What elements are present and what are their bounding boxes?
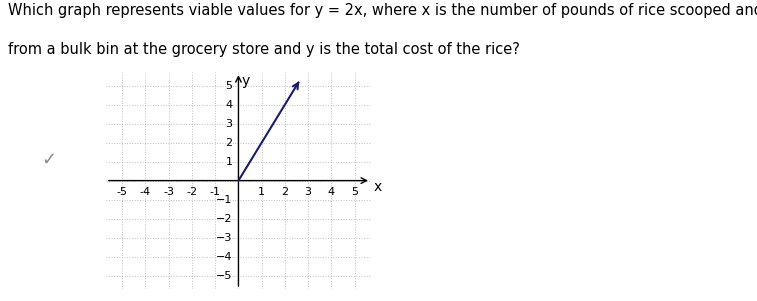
Text: −3: −3: [217, 233, 232, 243]
Text: y: y: [242, 74, 251, 88]
Text: ✓: ✓: [42, 150, 57, 169]
Text: -4: -4: [140, 187, 151, 197]
Text: −1: −1: [217, 195, 232, 205]
Text: -3: -3: [164, 187, 174, 197]
Text: −4: −4: [217, 252, 232, 262]
Text: -1: -1: [210, 187, 221, 197]
Text: from a bulk bin at the grocery store and y is the total cost of the rice?: from a bulk bin at the grocery store and…: [8, 42, 519, 57]
Text: -5: -5: [117, 187, 128, 197]
Text: x: x: [373, 180, 382, 194]
Text: 2: 2: [282, 187, 288, 197]
Text: Which graph represents viable values for y = 2x, where x is the number of pounds: Which graph represents viable values for…: [8, 3, 757, 18]
Text: 1: 1: [258, 187, 265, 197]
Text: 4: 4: [226, 100, 232, 110]
Text: 3: 3: [226, 119, 232, 129]
Text: 5: 5: [351, 187, 358, 197]
Text: 1: 1: [226, 157, 232, 166]
Text: −5: −5: [217, 271, 232, 281]
Text: 3: 3: [304, 187, 312, 197]
Text: 4: 4: [328, 187, 335, 197]
Text: −2: −2: [217, 214, 232, 224]
Text: -2: -2: [186, 187, 198, 197]
Text: 5: 5: [226, 81, 232, 91]
Text: 2: 2: [226, 138, 232, 147]
